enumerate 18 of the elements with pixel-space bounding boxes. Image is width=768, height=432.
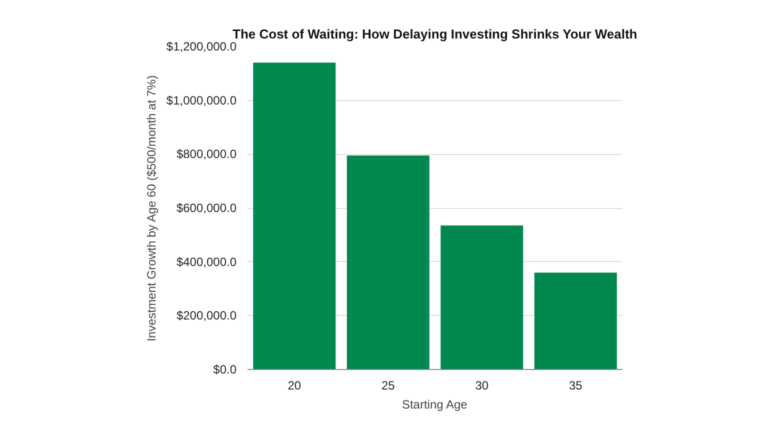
y-tick-label: $1,000,000.0 bbox=[166, 93, 237, 108]
y-tick-label: $800,000.0 bbox=[176, 147, 237, 162]
x-axis-title: Starting Age bbox=[402, 398, 468, 412]
bar bbox=[440, 225, 524, 370]
x-tick-label: 20 bbox=[288, 378, 302, 392]
bar bbox=[253, 62, 336, 370]
y-tick-label: $1,200,000.0 bbox=[166, 40, 237, 54]
bar bbox=[534, 272, 617, 370]
x-tick-label: 30 bbox=[475, 378, 489, 392]
y-tick-label: $0.0 bbox=[213, 362, 237, 376]
y-axis-title: Investment Growth by Age 60 ($500/month at 7%) bbox=[144, 75, 158, 342]
x-tick-label: 35 bbox=[568, 378, 583, 392]
y-tick-label: $400,000.0 bbox=[176, 254, 237, 269]
chart-title: The Cost of Waiting: How Delaying Investing Shrinks Your Wealth bbox=[232, 26, 638, 42]
bar bbox=[346, 156, 430, 370]
x-tick-label: 25 bbox=[381, 378, 396, 392]
y-tick-label: $200,000.0 bbox=[176, 308, 237, 323]
y-tick-label: $600,000.0 bbox=[176, 201, 237, 215]
